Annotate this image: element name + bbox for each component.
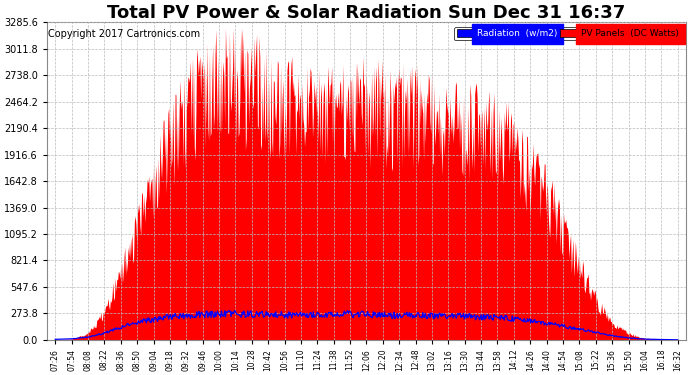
Title: Total PV Power & Solar Radiation Sun Dec 31 16:37: Total PV Power & Solar Radiation Sun Dec… <box>108 4 626 22</box>
Legend: Radiation  (w/m2), PV Panels  (DC Watts): Radiation (w/m2), PV Panels (DC Watts) <box>454 27 681 40</box>
Text: Copyright 2017 Cartronics.com: Copyright 2017 Cartronics.com <box>48 28 200 39</box>
